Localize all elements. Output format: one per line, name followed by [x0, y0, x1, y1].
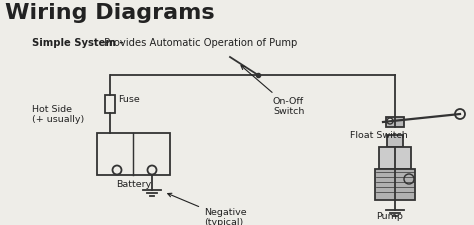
Text: On-Off
Switch: On-Off Switch [241, 66, 304, 116]
Bar [97, 133, 170, 175]
Text: Battery: Battery [116, 180, 151, 189]
Text: Provides Automatic Operation of Pump: Provides Automatic Operation of Pump [101, 38, 297, 48]
Text: Pump: Pump [376, 212, 403, 221]
Bar [375, 169, 415, 200]
Bar [379, 147, 411, 169]
Text: Wiring Diagrams: Wiring Diagrams [5, 3, 215, 23]
Text: Float Switch: Float Switch [350, 131, 408, 140]
Bar [387, 135, 403, 147]
Text: Hot Side
(+ usually): Hot Side (+ usually) [32, 105, 84, 124]
Bar [105, 95, 115, 113]
Text: Fuse: Fuse [118, 95, 140, 104]
Bar [386, 117, 404, 127]
Circle shape [387, 118, 393, 124]
Text: Simple System -: Simple System - [32, 38, 124, 48]
Text: Negative
(typical): Negative (typical) [168, 193, 246, 225]
